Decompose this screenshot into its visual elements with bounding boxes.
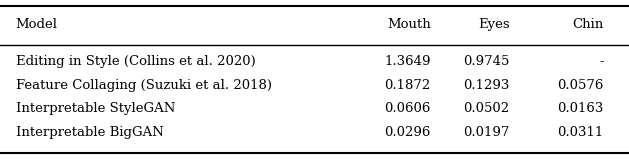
Text: 1.3649: 1.3649 bbox=[384, 55, 431, 68]
Text: Editing in Style (Collins et al. 2020): Editing in Style (Collins et al. 2020) bbox=[16, 55, 255, 68]
Text: Interpretable StyleGAN: Interpretable StyleGAN bbox=[16, 102, 175, 115]
Text: 0.0296: 0.0296 bbox=[384, 126, 431, 139]
Text: Model: Model bbox=[16, 18, 58, 31]
Text: Interpretable BigGAN: Interpretable BigGAN bbox=[16, 126, 164, 139]
Text: 0.1293: 0.1293 bbox=[463, 79, 509, 92]
Text: 0.1872: 0.1872 bbox=[384, 79, 431, 92]
Text: Eyes: Eyes bbox=[478, 18, 509, 31]
Text: 0.0502: 0.0502 bbox=[464, 102, 509, 115]
Text: Chin: Chin bbox=[572, 18, 604, 31]
Text: 0.9745: 0.9745 bbox=[463, 55, 509, 68]
Text: Mouth: Mouth bbox=[387, 18, 431, 31]
Text: 0.0576: 0.0576 bbox=[557, 79, 604, 92]
Text: Feature Collaging (Suzuki et al. 2018): Feature Collaging (Suzuki et al. 2018) bbox=[16, 79, 272, 92]
Text: 0.0197: 0.0197 bbox=[463, 126, 509, 139]
Text: 0.0606: 0.0606 bbox=[384, 102, 431, 115]
Text: 0.0163: 0.0163 bbox=[557, 102, 604, 115]
Text: 0.0311: 0.0311 bbox=[557, 126, 604, 139]
Text: -: - bbox=[599, 55, 604, 68]
